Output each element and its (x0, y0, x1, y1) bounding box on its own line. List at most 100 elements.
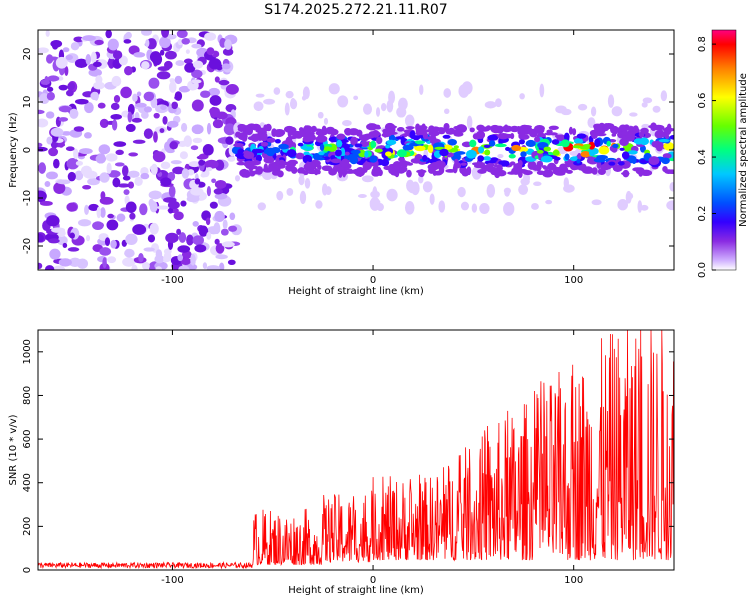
noise-blob (125, 31, 132, 39)
noise-blob (206, 186, 211, 197)
spectrogram-frame (37, 29, 675, 271)
noise-blob (198, 159, 205, 166)
noise-blob (38, 109, 45, 115)
noise-blob (138, 252, 144, 263)
signal-blob (580, 151, 591, 158)
signal-blob (612, 143, 619, 149)
noise-blob (100, 207, 106, 218)
noise-blob (221, 63, 231, 70)
signal-blob (606, 140, 611, 147)
signal-blob (490, 157, 499, 162)
signal-blob (400, 135, 405, 145)
signal-blob (458, 124, 466, 130)
noise-blob (168, 207, 174, 214)
noise-blob (53, 158, 60, 169)
noise-blob (125, 233, 138, 245)
signal-blob (501, 125, 513, 133)
noise-blob (83, 170, 98, 179)
noise-blob (70, 42, 80, 51)
signal-blob (271, 170, 281, 176)
noise-blob (66, 158, 80, 170)
signal-blob (266, 137, 276, 143)
signal-blob (667, 169, 674, 175)
signal-blob (338, 169, 343, 178)
signal-blob (315, 130, 328, 136)
signal-blob (546, 129, 553, 134)
noise-blob (128, 152, 139, 157)
noise-blob (218, 79, 230, 86)
signal-blob (577, 153, 582, 160)
halo-blob (273, 87, 281, 95)
signal-blob (316, 157, 325, 161)
halo-blob (444, 108, 450, 115)
noise-blob (46, 136, 53, 145)
noise-blob (148, 190, 162, 200)
halo-blob (380, 102, 387, 112)
noise-blob (46, 215, 60, 227)
noise-blob (157, 205, 170, 210)
noise-blob (160, 104, 167, 111)
signal-blob (319, 143, 325, 151)
signal-blob (563, 132, 570, 141)
signal-blob (410, 157, 423, 164)
signal-blob (376, 136, 383, 145)
signal-blob (484, 149, 491, 156)
noise-blob (38, 118, 49, 128)
signal-blob (330, 137, 337, 142)
noise-blob (94, 39, 104, 46)
noise-blob (56, 235, 68, 246)
signal-blob (483, 156, 492, 161)
signal-blob (631, 156, 637, 165)
signal-blob (303, 125, 313, 133)
signal-blob (648, 156, 660, 166)
halo-blob (479, 203, 490, 215)
halo-blob (234, 175, 241, 182)
signal-blob (490, 125, 503, 134)
noise-blob (98, 144, 111, 155)
signal-blob (399, 165, 408, 173)
halo-blob (466, 115, 473, 130)
noise-blob (204, 159, 219, 169)
signal-blob (447, 138, 457, 146)
signal-blob (252, 148, 265, 154)
noise-blob (120, 86, 132, 99)
signal-blob (477, 155, 485, 162)
signal-blob (556, 134, 566, 142)
signal-blob (551, 139, 560, 145)
noise-blob (145, 39, 150, 48)
signal-blob (298, 167, 305, 173)
signal-blob (291, 166, 298, 174)
signal-blob (415, 128, 424, 135)
signal-blob (439, 148, 449, 157)
noise-blob (229, 212, 236, 221)
noise-blob (87, 177, 100, 186)
noise-blob (50, 127, 64, 137)
signal-blob (469, 139, 477, 148)
signal-blob (341, 138, 347, 145)
noise-blob (165, 232, 179, 243)
noise-blob (202, 262, 208, 270)
signal-blob (663, 141, 674, 151)
signal-blob (552, 149, 560, 156)
noise-blob (38, 233, 44, 243)
halo-blob (641, 123, 650, 129)
noise-blob (160, 177, 172, 187)
signal-blob (260, 133, 268, 142)
noise-blob (79, 148, 93, 155)
signal-blob (626, 136, 633, 142)
noise-blob (213, 222, 221, 235)
halo-blob (299, 190, 307, 205)
x-tick-label: 0 (370, 575, 376, 586)
halo-blob (286, 188, 294, 196)
signal-blob (374, 166, 382, 173)
signal-blob (370, 140, 377, 149)
noise-blob (192, 221, 199, 227)
noise-blob (58, 258, 72, 267)
noise-blob (99, 247, 112, 256)
halo-blob (590, 106, 597, 117)
halo-blob (443, 88, 452, 98)
spectrogram-x-axis-label: Height of straight line (km) (288, 286, 424, 297)
signal-blob (633, 138, 644, 145)
signal-blob (534, 136, 541, 143)
halo-blob (607, 94, 615, 108)
